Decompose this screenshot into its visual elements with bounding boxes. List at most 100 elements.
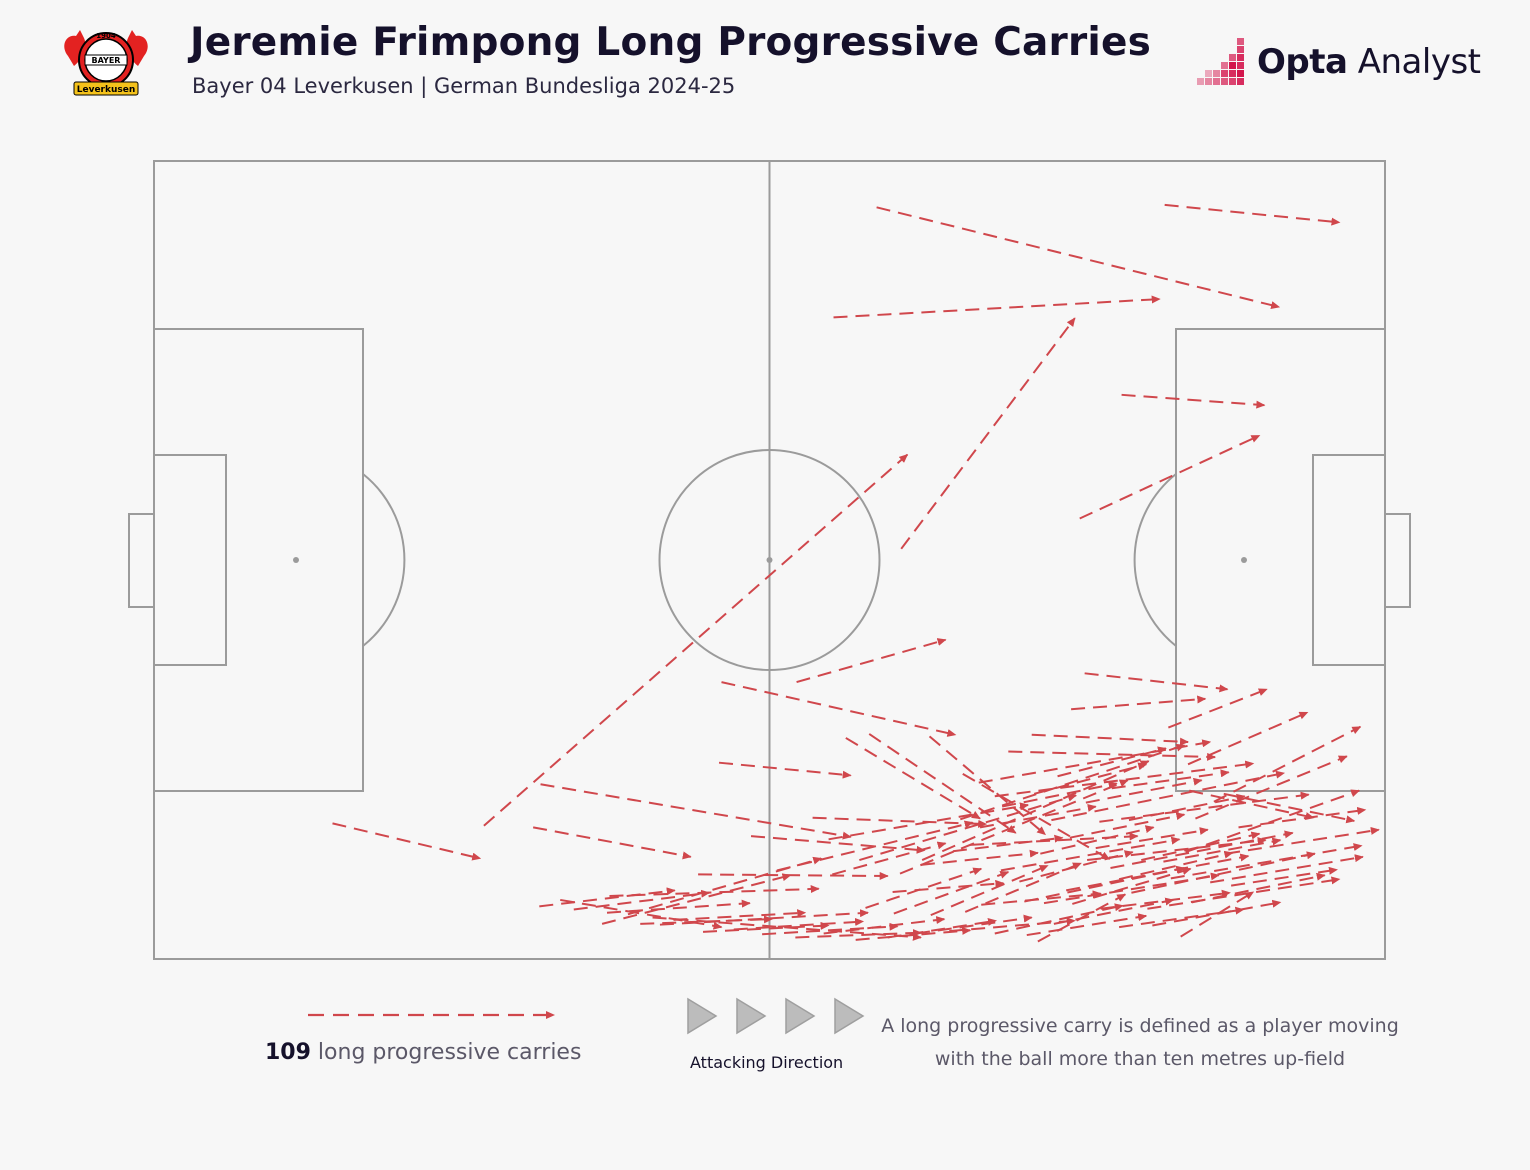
carry-arrow-22 bbox=[698, 871, 889, 880]
carry-arrow-37 bbox=[928, 735, 1047, 836]
left-goal bbox=[128, 513, 155, 608]
carry-arrow-13 bbox=[1071, 695, 1207, 711]
carry-arrow-67 bbox=[1026, 913, 1148, 937]
carry-arrow-101 bbox=[1001, 781, 1118, 808]
carry-arrow-49 bbox=[1147, 876, 1341, 910]
carry-arrow-12 bbox=[1084, 672, 1229, 693]
carry-arrow-83 bbox=[539, 887, 676, 908]
carry-arrow-58 bbox=[1238, 806, 1367, 829]
carry-arrow-85 bbox=[865, 867, 983, 909]
carry-arrow-50 bbox=[1170, 843, 1363, 880]
carry-arrow-72 bbox=[887, 917, 997, 939]
carry-arrow-99 bbox=[1057, 746, 1167, 778]
carry-arrow-47 bbox=[1110, 830, 1294, 870]
carry-arrow-90 bbox=[1040, 825, 1155, 855]
carry-arrow-103 bbox=[952, 834, 1064, 853]
carry-arrow-48 bbox=[1131, 851, 1316, 894]
logo-square bbox=[1221, 62, 1228, 69]
carry-arrow-29 bbox=[921, 760, 1150, 861]
carry-arrow-30 bbox=[959, 743, 1186, 821]
carry-arrow-23 bbox=[750, 835, 926, 854]
triangle-right-icon bbox=[736, 997, 767, 1035]
carry-arrow-55 bbox=[1167, 688, 1268, 729]
logo-square bbox=[1237, 62, 1244, 69]
right-penalty-area bbox=[1175, 328, 1386, 792]
carry-arrow-79 bbox=[673, 909, 807, 921]
carry-arrow-38 bbox=[845, 737, 981, 820]
carry-arrow-69 bbox=[981, 890, 1102, 906]
carry-arrow-25 bbox=[776, 820, 974, 872]
carry-arrow-20 bbox=[609, 885, 820, 897]
carry-arrow-100 bbox=[1033, 762, 1148, 795]
brand-opta: Opta bbox=[1257, 42, 1348, 82]
opta-logo-icon bbox=[1197, 38, 1244, 85]
carry-arrow-40 bbox=[962, 773, 1111, 861]
logo-square bbox=[1205, 78, 1212, 85]
carry-arrow-74 bbox=[823, 916, 946, 935]
carry-arrow-6 bbox=[1079, 434, 1261, 520]
carry-arrow-35 bbox=[1051, 770, 1286, 822]
carry-arrow-53 bbox=[1213, 725, 1362, 803]
centre-circle bbox=[658, 449, 881, 671]
logo-square bbox=[1229, 70, 1236, 77]
carry-arrow-39 bbox=[868, 733, 1017, 834]
carry-arrow-54 bbox=[1187, 711, 1309, 766]
crest-year: 1904 bbox=[96, 32, 116, 40]
attacking-direction-label: Attacking Direction bbox=[690, 1053, 844, 1072]
left-six-yard-box bbox=[153, 454, 227, 666]
carry-arrow-105 bbox=[892, 879, 1005, 893]
logo-square bbox=[1229, 78, 1236, 85]
triangle-right-icon bbox=[687, 997, 718, 1035]
carry-arrow-26 bbox=[828, 802, 1029, 841]
carry-arrow-71 bbox=[915, 914, 1033, 935]
carry-arrow-36 bbox=[1099, 791, 1310, 823]
left-penalty-spot bbox=[293, 557, 299, 563]
attacking-direction-arrows bbox=[687, 997, 865, 1035]
centre-spot bbox=[766, 557, 773, 563]
carry-arrow-42 bbox=[1000, 836, 1181, 872]
brand-analyst: Analyst bbox=[1347, 42, 1481, 82]
carry-arrow-95 bbox=[1163, 837, 1282, 863]
carry-arrow-86 bbox=[893, 870, 1010, 915]
triangle-right-icon bbox=[834, 997, 865, 1035]
carry-arrow-27 bbox=[859, 793, 1077, 862]
carry-arrow-61 bbox=[1191, 872, 1326, 904]
logo-square bbox=[1221, 78, 1228, 85]
carry-arrow-8 bbox=[332, 822, 482, 861]
carry-arrow-66 bbox=[1053, 897, 1175, 925]
carry-arrow-5 bbox=[1121, 393, 1266, 409]
triangle-right-icon bbox=[785, 997, 816, 1035]
carry-arrow-15 bbox=[532, 826, 692, 860]
carry-arrow-104 bbox=[920, 849, 1039, 866]
carry-arrow-93 bbox=[1118, 850, 1234, 881]
carry-arrow-106 bbox=[1037, 893, 1127, 943]
logo-square bbox=[1237, 78, 1244, 85]
carry-arrow-24 bbox=[812, 816, 988, 828]
carry-arrow-82 bbox=[573, 889, 711, 911]
logo-square bbox=[1237, 38, 1244, 45]
carry-arrow-1 bbox=[876, 206, 1281, 309]
logo-square bbox=[1229, 62, 1236, 69]
carry-arrow-84 bbox=[832, 841, 947, 876]
crest-city: Leverkusen bbox=[77, 85, 136, 95]
carry-arrow-60 bbox=[1210, 854, 1364, 884]
logo-square bbox=[1197, 78, 1204, 85]
carry-arrow-44 bbox=[1043, 872, 1220, 905]
carry-arrows bbox=[332, 203, 1380, 943]
right-penalty-arc bbox=[1133, 473, 1177, 647]
carry-arrow-92 bbox=[1095, 827, 1209, 850]
carry-count: 109 bbox=[265, 1040, 311, 1065]
definition-text: A long progressive carry is defined as a… bbox=[881, 1015, 1399, 1070]
carry-arrow-98 bbox=[1085, 777, 1203, 804]
carry-arrow-11 bbox=[718, 761, 852, 779]
carry-arrow-3 bbox=[833, 295, 1161, 319]
pitch-chart bbox=[128, 160, 1411, 960]
left-penalty-arc bbox=[362, 473, 406, 647]
carry-arrow-32 bbox=[1008, 750, 1217, 761]
carry-arrow-89 bbox=[1019, 850, 1134, 883]
carry-arrow-10 bbox=[721, 681, 957, 737]
carry-arrow-9 bbox=[796, 638, 947, 684]
carry-arrow-4 bbox=[900, 317, 1076, 550]
logo-square bbox=[1205, 70, 1212, 77]
carry-arrow-102 bbox=[979, 804, 1097, 829]
